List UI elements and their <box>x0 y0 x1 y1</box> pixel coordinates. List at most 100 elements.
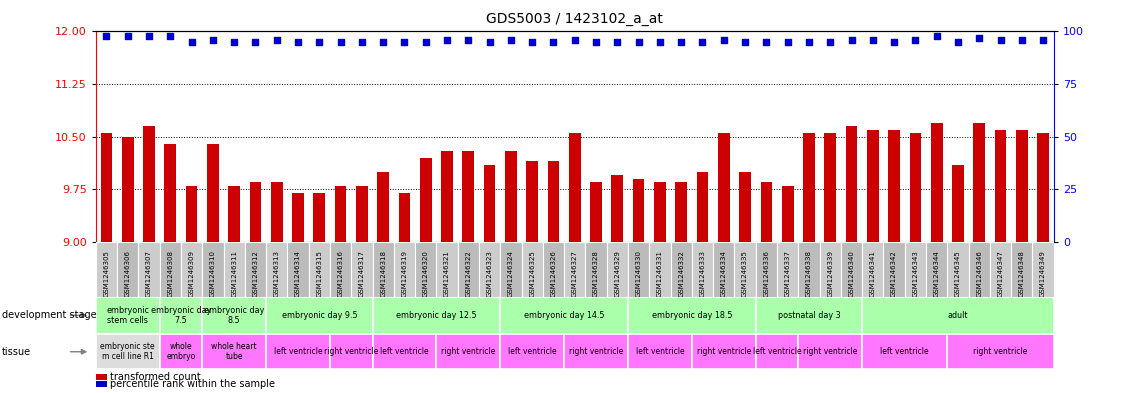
Bar <box>948 334 1054 369</box>
Bar <box>1032 242 1054 297</box>
Text: right ventricle: right ventricle <box>441 347 496 356</box>
Bar <box>96 334 160 369</box>
Point <box>609 39 627 45</box>
Text: GSM1246318: GSM1246318 <box>380 250 387 297</box>
Bar <box>804 133 815 242</box>
Bar <box>862 334 948 369</box>
Text: right ventricle: right ventricle <box>804 347 858 356</box>
Point <box>992 37 1010 43</box>
Point <box>693 39 711 45</box>
Bar <box>1037 133 1049 242</box>
Text: right ventricle: right ventricle <box>569 347 623 356</box>
Bar <box>862 297 1054 334</box>
Point <box>204 37 222 43</box>
Point <box>247 39 265 45</box>
Text: embryonic day
7.5: embryonic day 7.5 <box>151 306 211 325</box>
Bar <box>777 242 798 297</box>
Text: GSM1246345: GSM1246345 <box>955 250 961 297</box>
Text: GSM1246306: GSM1246306 <box>125 250 131 297</box>
Point <box>822 39 840 45</box>
Bar <box>782 185 793 242</box>
Text: embryonic day 9.5: embryonic day 9.5 <box>282 311 357 320</box>
Bar <box>819 242 841 297</box>
Bar <box>931 123 942 242</box>
Text: GSM1246308: GSM1246308 <box>167 250 174 297</box>
Text: embryonic day 12.5: embryonic day 12.5 <box>396 311 477 320</box>
Bar <box>96 242 117 297</box>
Point <box>161 33 179 39</box>
Text: GSM1246341: GSM1246341 <box>870 250 876 297</box>
Bar <box>249 182 261 242</box>
Bar <box>735 242 756 297</box>
Bar <box>100 133 113 242</box>
Bar <box>926 242 948 297</box>
Point <box>331 39 349 45</box>
Bar <box>479 242 500 297</box>
Point <box>928 33 946 39</box>
Text: right ventricle: right ventricle <box>325 347 379 356</box>
Text: GSM1246319: GSM1246319 <box>401 250 408 297</box>
Bar <box>207 143 219 242</box>
Point <box>396 39 414 45</box>
Bar <box>798 242 819 297</box>
Text: GSM1246323: GSM1246323 <box>487 250 492 297</box>
Bar <box>287 242 309 297</box>
Point <box>268 37 286 43</box>
Bar <box>245 242 266 297</box>
Point <box>438 37 456 43</box>
Bar <box>696 172 709 242</box>
Bar <box>756 334 798 369</box>
Bar <box>739 172 751 242</box>
Bar <box>888 130 900 242</box>
Point <box>289 39 307 45</box>
Text: GSM1246314: GSM1246314 <box>295 250 301 297</box>
Text: left ventricle: left ventricle <box>508 347 557 356</box>
Text: left ventricle: left ventricle <box>274 347 322 356</box>
Bar <box>335 185 346 242</box>
Text: transformed count: transformed count <box>110 372 202 382</box>
Text: GSM1246310: GSM1246310 <box>210 250 216 297</box>
Bar <box>761 182 772 242</box>
Text: percentile rank within the sample: percentile rank within the sample <box>110 379 275 389</box>
Point <box>587 39 605 45</box>
Bar <box>96 381 107 387</box>
Bar <box>223 242 245 297</box>
Bar <box>824 133 836 242</box>
Bar <box>458 242 479 297</box>
Bar <box>420 158 432 242</box>
Point <box>310 39 328 45</box>
Bar <box>436 242 458 297</box>
Text: embryonic day
8.5: embryonic day 8.5 <box>204 306 265 325</box>
Text: right ventricle: right ventricle <box>696 347 751 356</box>
Bar <box>160 242 181 297</box>
Bar <box>143 126 154 242</box>
Bar <box>202 297 266 334</box>
Text: GSM1246334: GSM1246334 <box>721 250 727 297</box>
Bar <box>266 242 287 297</box>
Bar <box>500 334 565 369</box>
Bar <box>692 242 713 297</box>
Bar <box>462 151 474 242</box>
Bar <box>309 242 330 297</box>
Text: GSM1246307: GSM1246307 <box>147 250 152 297</box>
Text: GSM1246339: GSM1246339 <box>827 250 833 297</box>
Point <box>736 39 754 45</box>
Bar <box>522 242 543 297</box>
Bar <box>393 242 415 297</box>
Bar <box>352 242 373 297</box>
Bar <box>628 334 692 369</box>
Bar <box>948 242 968 297</box>
Point <box>885 39 903 45</box>
Text: GSM1246342: GSM1246342 <box>891 250 897 297</box>
Bar <box>628 297 756 334</box>
Bar <box>543 242 565 297</box>
Bar <box>952 165 964 242</box>
Text: GSM1246343: GSM1246343 <box>913 250 919 297</box>
Text: embryonic
stem cells: embryonic stem cells <box>106 306 149 325</box>
Bar <box>96 297 160 334</box>
Bar <box>990 242 1011 297</box>
Bar <box>692 334 756 369</box>
Bar <box>565 242 585 297</box>
Bar <box>181 242 202 297</box>
Bar <box>718 133 729 242</box>
